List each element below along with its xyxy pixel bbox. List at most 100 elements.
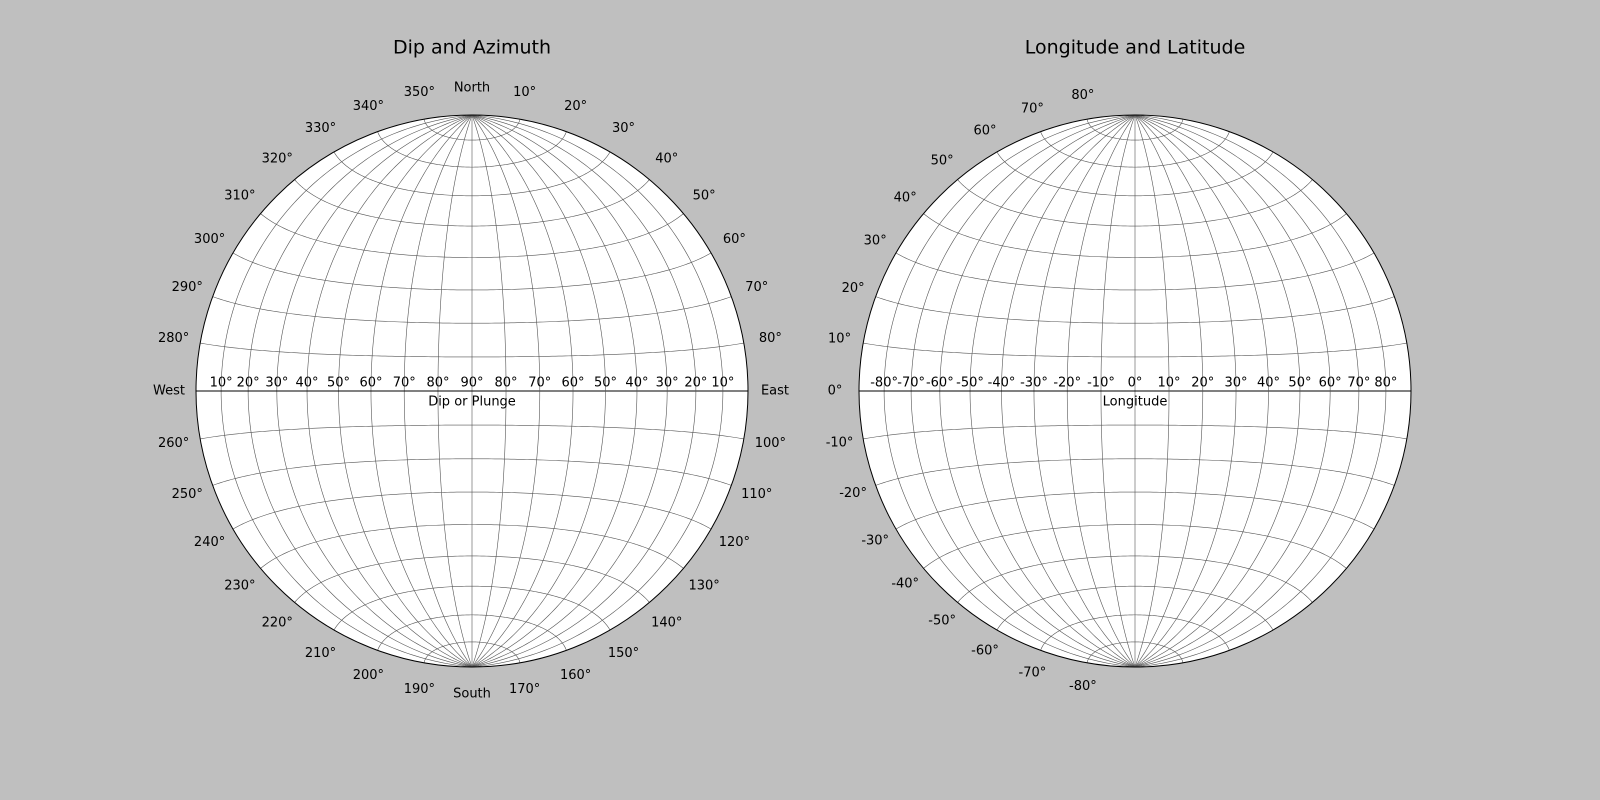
x-tick-label: -70°: [897, 376, 925, 391]
azimuth-tick-label: 70°: [745, 280, 768, 295]
azimuth-tick-label: 320°: [262, 151, 293, 166]
azimuth-tick-label: 170°: [509, 682, 540, 697]
azimuth-tick-label: 190°: [404, 682, 435, 697]
y-tick-label: -80°: [1069, 679, 1097, 694]
y-tick-label: 10°: [828, 331, 851, 346]
y-tick-label: 0°: [828, 384, 843, 399]
x-tick-label: -30°: [1020, 376, 1048, 391]
x-tick-label: 50°: [594, 376, 617, 391]
azimuth-tick-label: 30°: [612, 121, 635, 136]
stereonet-rim: [195, 114, 749, 668]
x-tick-label: 10°: [1157, 376, 1180, 391]
meridian-grid-line: [471, 114, 724, 668]
azimuth-tick-label: 120°: [719, 535, 750, 550]
azimuth-tick-label: 280°: [158, 331, 189, 346]
x-tick-label: 20°: [684, 376, 707, 391]
x-tick-label: 60°: [359, 376, 382, 391]
chart-title: Dip and Azimuth: [393, 37, 551, 59]
azimuth-tick-label: 220°: [262, 616, 293, 631]
azimuth-tick-label: 250°: [172, 487, 203, 502]
azimuth-tick-label: 230°: [224, 578, 255, 593]
x-axis-label: Dip or Plunge: [428, 395, 516, 410]
x-tick-label: 20°: [237, 376, 260, 391]
parallel-grid-line: [996, 151, 1274, 197]
x-tick-label: 50°: [327, 376, 350, 391]
y-tick-label: 80°: [1071, 88, 1094, 103]
y-tick-label: 40°: [894, 191, 917, 206]
y-tick-label: 70°: [1021, 102, 1044, 117]
parallel-grid-line: [1086, 119, 1184, 141]
x-axis-label: Longitude: [1103, 395, 1168, 410]
y-tick-label: 60°: [973, 124, 996, 139]
x-tick-label: 10°: [711, 376, 734, 391]
x-tick-label: 90°: [460, 376, 483, 391]
meridian-grid-line: [1134, 114, 1387, 668]
stereonet-rim: [858, 114, 1412, 668]
y-tick-label: -40°: [891, 576, 919, 591]
x-tick-label: 40°: [1257, 376, 1280, 391]
y-tick-label: 30°: [864, 234, 887, 249]
azimuth-tick-label: 340°: [353, 99, 384, 114]
azimuth-tick-label: East: [761, 384, 789, 399]
azimuth-tick-label: 290°: [172, 280, 203, 295]
y-tick-label: -60°: [971, 643, 999, 658]
azimuth-tick-label: 310°: [224, 189, 255, 204]
x-tick-label: 20°: [1191, 376, 1214, 391]
azimuth-tick-label: 210°: [305, 646, 336, 661]
parallel-grid-line: [423, 119, 521, 141]
azimuth-tick-label: 40°: [655, 151, 678, 166]
meridian-grid-line: [1134, 114, 1360, 668]
azimuth-tick-label: 50°: [693, 189, 716, 204]
x-tick-label: -50°: [956, 376, 984, 391]
azimuth-tick-label: 10°: [513, 85, 536, 100]
x-tick-label: 30°: [656, 376, 679, 391]
azimuth-tick-label: 160°: [560, 668, 591, 683]
azimuth-tick-label: West: [153, 384, 185, 399]
y-tick-label: 50°: [931, 154, 954, 169]
y-tick-label: -20°: [839, 486, 867, 501]
x-tick-label: 30°: [265, 376, 288, 391]
x-tick-label: 70°: [1347, 376, 1370, 391]
y-tick-label: -30°: [861, 534, 889, 549]
x-tick-label: -60°: [926, 376, 954, 391]
azimuth-tick-label: 130°: [688, 578, 719, 593]
azimuth-tick-label: 240°: [194, 535, 225, 550]
azimuth-tick-label: 350°: [404, 85, 435, 100]
x-tick-label: 10°: [210, 376, 233, 391]
azimuth-tick-label: 80°: [759, 331, 782, 346]
azimuth-tick-label: 60°: [723, 232, 746, 247]
y-tick-label: -50°: [928, 613, 956, 628]
meridian-grid-line: [471, 114, 697, 668]
azimuth-tick-label: 100°: [755, 436, 786, 451]
x-tick-label: 0°: [1128, 376, 1143, 391]
parallel-grid-line: [377, 131, 567, 168]
azimuth-tick-label: North: [454, 81, 490, 96]
parallel-grid-line: [1040, 131, 1230, 168]
chart-title: Longitude and Latitude: [1025, 37, 1246, 59]
x-tick-label: 70°: [528, 376, 551, 391]
parallel-grid-line: [333, 151, 611, 197]
azimuth-tick-label: 260°: [158, 436, 189, 451]
x-tick-label: -40°: [988, 376, 1016, 391]
x-tick-label: 50°: [1288, 376, 1311, 391]
azimuth-tick-label: 110°: [741, 487, 772, 502]
x-tick-label: 60°: [1319, 376, 1342, 391]
x-tick-label: -20°: [1053, 376, 1081, 391]
x-tick-label: -80°: [870, 376, 898, 391]
azimuth-tick-label: 200°: [353, 668, 384, 683]
x-tick-label: 40°: [625, 376, 648, 391]
x-tick-label: 30°: [1224, 376, 1247, 391]
x-tick-label: 40°: [296, 376, 319, 391]
azimuth-tick-label: 150°: [608, 646, 639, 661]
azimuth-tick-label: 20°: [564, 99, 587, 114]
azimuth-tick-label: 300°: [194, 232, 225, 247]
x-tick-label: 80°: [426, 376, 449, 391]
y-tick-label: 20°: [842, 281, 865, 296]
azimuth-tick-label: South: [453, 687, 491, 702]
x-tick-label: 80°: [1374, 376, 1397, 391]
azimuth-tick-label: 140°: [651, 616, 682, 631]
x-tick-label: -10°: [1087, 376, 1115, 391]
y-tick-label: -70°: [1019, 665, 1047, 680]
y-tick-label: -10°: [826, 436, 854, 451]
x-tick-label: 80°: [494, 376, 517, 391]
